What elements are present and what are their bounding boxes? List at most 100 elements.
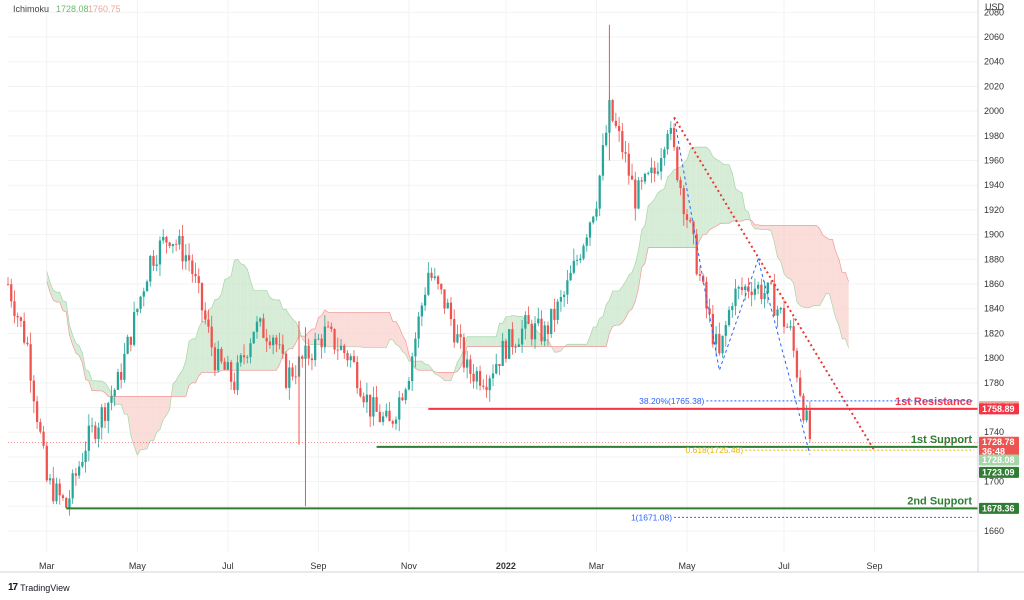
- cloud-segment: [105, 382, 109, 397]
- cloud-segment: [725, 164, 730, 224]
- time-axis[interactable]: Mar May Jul Sep Nov 2022 Mar May Jul Sep: [0, 561, 1024, 573]
- candle-body: [239, 355, 242, 363]
- cloud-segment: [483, 336, 487, 347]
- cloud-segment: [202, 321, 206, 373]
- candle-body: [537, 318, 540, 324]
- candle-body: [275, 337, 278, 345]
- candle-body: [614, 120, 617, 126]
- fib-swing-path: [673, 117, 811, 455]
- cloud-segment: [489, 336, 493, 347]
- candle-body: [385, 410, 388, 417]
- cloud-segment: [127, 396, 131, 436]
- ichimoku-cloud: [46, 146, 849, 456]
- cloud-segment: [62, 300, 67, 312]
- drawing-overlays: 1st Resistance 1st Support 2nd Support 38.2…: [8, 116, 978, 522]
- price-axis[interactable]: 1660168017001720174017601780180018201840…: [977, 0, 1019, 572]
- cloud-segment: [819, 228, 823, 306]
- y-tick-label: 1840: [984, 304, 1004, 314]
- cloud-segment: [473, 336, 477, 347]
- candle-body: [152, 255, 155, 266]
- price-tag: [979, 466, 1019, 478]
- y-tick-label: 1820: [984, 328, 1004, 338]
- candle-body: [236, 362, 239, 391]
- fib-level-label: 1(1671.08): [631, 512, 672, 522]
- cloud-segment: [615, 290, 620, 326]
- candle-body: [23, 320, 26, 343]
- cloud-segment: [625, 275, 629, 318]
- cloud-segment: [664, 177, 668, 248]
- cloud-segment: [347, 312, 351, 347]
- candle-body: [459, 334, 462, 338]
- candle-body: [769, 282, 773, 284]
- cloud-segment: [793, 225, 797, 303]
- cloud-segment: [806, 225, 810, 308]
- cloud-segment: [50, 282, 54, 301]
- tradingview-logo[interactable]: 17 TradingView: [8, 582, 70, 593]
- candle-body: [504, 340, 508, 359]
- cloud-segment: [499, 323, 503, 347]
- candle-body: [29, 344, 32, 381]
- candle-body: [401, 397, 404, 401]
- price-tag: [979, 502, 1019, 514]
- candle-body: [233, 381, 236, 391]
- cloud-segment: [279, 300, 283, 365]
- cloud-segment: [92, 380, 96, 391]
- cloud-segment: [758, 224, 762, 230]
- cloud-segment: [699, 147, 704, 240]
- cloud-segment: [822, 235, 827, 301]
- cloud-segment: [276, 300, 280, 371]
- cloud-segment: [829, 239, 833, 306]
- candle-body: [272, 337, 275, 346]
- cloud-segment: [376, 312, 380, 348]
- candle-body: [184, 255, 187, 262]
- cloud-segment: [337, 312, 342, 347]
- x-tick-label: Mar: [589, 561, 605, 571]
- cloud-segment: [428, 364, 432, 371]
- cloud-segment: [59, 292, 63, 311]
- cloud-segment: [444, 372, 448, 381]
- candle-body: [145, 281, 149, 292]
- candle-body: [229, 362, 233, 382]
- tradingview-mark-icon: 17: [8, 582, 18, 593]
- candle-body: [563, 294, 566, 298]
- cloud-segment: [101, 380, 105, 393]
- candle-body: [546, 325, 550, 335]
- candle-body: [533, 323, 537, 340]
- candle-body: [68, 498, 71, 508]
- cloud-segment: [641, 225, 645, 268]
- candle-body: [200, 283, 204, 311]
- candle-body: [39, 422, 42, 432]
- y-tick-label: 1740: [984, 427, 1004, 437]
- cloud-segment: [606, 300, 610, 347]
- candle-body: [330, 326, 333, 330]
- candle-body: [281, 344, 284, 354]
- candle-body: [682, 188, 685, 215]
- candle-body: [362, 396, 365, 403]
- candle-body: [246, 357, 249, 358]
- cloud-segment: [796, 225, 801, 306]
- fib-level-label: 38.20%(1765.38): [639, 396, 704, 406]
- candle-body: [423, 294, 427, 306]
- candle-body: [158, 240, 162, 265]
- candle-body: [556, 301, 559, 320]
- y-tick-label: 1960: [984, 156, 1004, 166]
- cloud-segment: [383, 312, 387, 348]
- cloud-segment: [648, 202, 652, 248]
- candle-body: [617, 125, 621, 132]
- cloud-segment: [425, 364, 429, 371]
- y-tick-label: 1660: [984, 526, 1004, 536]
- cloud-segment: [85, 369, 89, 381]
- candle-body: [727, 309, 731, 326]
- cloud-segment: [771, 225, 775, 242]
- cloud-segment: [350, 312, 354, 347]
- candle-body: [113, 389, 116, 397]
- cloud-segment: [476, 336, 481, 347]
- candle-body: [799, 377, 802, 396]
- cloud-segment: [153, 396, 157, 441]
- cloud-segment: [134, 396, 138, 456]
- candle-body: [692, 221, 695, 235]
- cloud-segment: [143, 396, 148, 450]
- cloud-segment: [366, 312, 371, 348]
- cloud-segment: [761, 225, 765, 230]
